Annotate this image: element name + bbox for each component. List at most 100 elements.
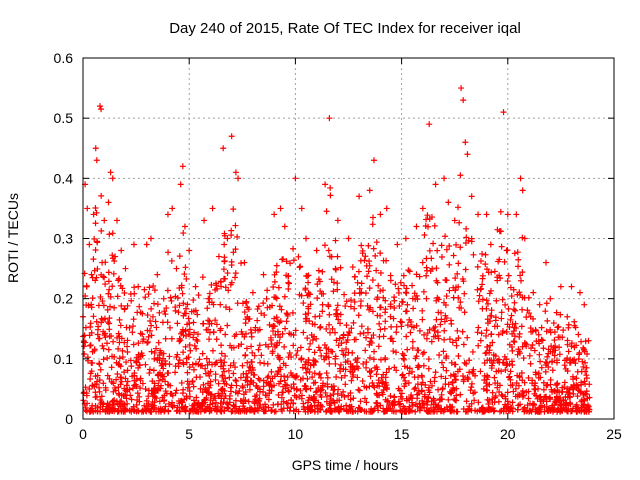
data-point — [232, 364, 239, 371]
data-point — [94, 239, 101, 246]
data-point — [98, 393, 105, 400]
data-point — [318, 352, 325, 359]
data-point — [459, 275, 466, 282]
data-point — [290, 400, 297, 407]
data-point — [431, 327, 438, 334]
data-point — [196, 356, 203, 363]
data-point — [222, 353, 229, 360]
data-point — [119, 347, 126, 354]
data-point — [334, 302, 341, 309]
data-point — [429, 382, 436, 389]
data-point — [532, 380, 539, 387]
data-point — [207, 382, 214, 389]
data-point — [347, 363, 354, 370]
data-point — [82, 324, 89, 331]
data-point — [199, 400, 206, 407]
data-point — [184, 301, 191, 308]
data-point — [421, 231, 428, 238]
data-point — [380, 257, 387, 264]
data-point — [275, 391, 282, 398]
data-point — [493, 297, 500, 304]
data-point — [163, 390, 170, 397]
data-point — [218, 408, 225, 415]
data-point — [365, 268, 372, 275]
data-point — [500, 359, 507, 366]
data-point — [236, 405, 243, 412]
data-point — [348, 325, 355, 332]
data-point — [228, 262, 235, 269]
data-point — [134, 397, 141, 404]
data-point — [416, 273, 423, 280]
data-point — [280, 360, 287, 367]
data-point — [523, 343, 530, 350]
data-point — [550, 320, 557, 327]
data-point — [488, 287, 495, 294]
data-point — [251, 371, 258, 378]
data-point — [392, 408, 399, 415]
data-point — [537, 358, 544, 365]
data-point — [485, 400, 492, 407]
data-point — [110, 270, 117, 277]
data-point — [192, 307, 199, 314]
data-point — [237, 374, 244, 381]
x-tick-label: 0 — [79, 426, 87, 442]
data-point — [115, 345, 122, 352]
data-point — [487, 241, 494, 248]
data-point — [332, 360, 339, 367]
data-point — [80, 389, 87, 396]
data-point — [205, 326, 212, 333]
data-point — [330, 391, 337, 398]
data-point — [302, 285, 309, 292]
data-point — [322, 181, 329, 188]
data-point — [260, 383, 267, 390]
data-point — [341, 291, 348, 298]
data-point — [490, 408, 497, 415]
data-point — [521, 379, 528, 386]
data-point — [285, 388, 292, 395]
data-point — [116, 361, 123, 368]
data-point — [176, 338, 183, 345]
data-point — [106, 231, 113, 238]
data-point — [260, 271, 267, 278]
data-point — [155, 377, 162, 384]
data-point — [453, 392, 460, 399]
data-point — [373, 364, 380, 371]
data-point — [510, 286, 517, 293]
x-axis-ticks: 0 5 10 15 20 25 — [79, 58, 622, 442]
data-point — [468, 407, 475, 414]
data-point — [160, 295, 167, 302]
data-point — [555, 334, 562, 341]
data-point — [432, 401, 439, 408]
data-point — [148, 322, 155, 329]
data-point — [283, 399, 290, 406]
data-point — [330, 288, 337, 295]
data-point — [256, 405, 263, 412]
data-point — [206, 318, 213, 325]
data-point — [279, 330, 286, 337]
data-point — [178, 284, 185, 291]
data-point — [370, 245, 377, 252]
data-point — [319, 308, 326, 315]
data-point — [124, 367, 131, 374]
data-point — [409, 282, 416, 289]
data-point — [326, 360, 333, 367]
data-point — [347, 303, 354, 310]
data-point — [510, 328, 517, 335]
data-point — [131, 407, 138, 414]
data-point — [265, 396, 272, 403]
data-point — [471, 397, 478, 404]
data-point — [586, 394, 593, 401]
data-point — [176, 400, 183, 407]
data-point — [274, 328, 281, 335]
data-point — [565, 321, 572, 328]
data-point — [488, 307, 495, 314]
data-point — [319, 268, 326, 275]
data-point — [366, 187, 373, 194]
data-point — [133, 354, 140, 361]
data-point — [319, 382, 326, 389]
data-point — [402, 408, 409, 415]
data-point — [489, 399, 496, 406]
data-point — [199, 350, 206, 357]
data-point — [286, 349, 293, 356]
data-point — [124, 343, 131, 350]
